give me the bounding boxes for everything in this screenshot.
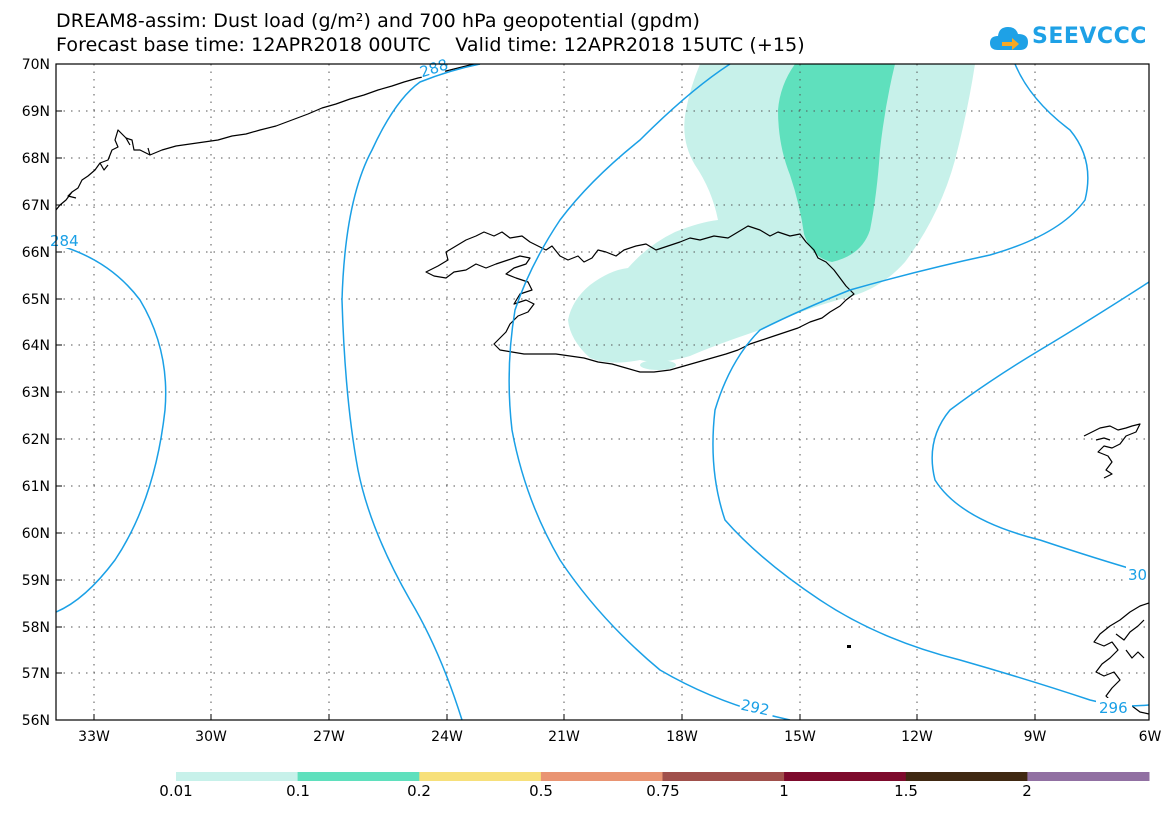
colorbar-label: 1.5 [894,782,918,800]
contour-288 [341,64,481,720]
lat-label: 65N [22,292,50,308]
lon-label: 18W [666,729,698,745]
lat-label: 61N [22,479,50,495]
colorbar-label: 1 [779,782,789,800]
lat-label: 62N [22,432,50,448]
contour-296 [712,64,1149,707]
colorbar-swatch [784,772,907,781]
lat-label: 66N [22,245,50,261]
contour-284-west [56,244,167,613]
lat-label: 58N [22,620,50,636]
greenland-fjords [67,137,151,199]
lon-label: 21W [548,729,580,745]
lat-label: 56N [22,713,50,729]
contour-292 [508,64,791,720]
lon-label: 9W [1024,729,1047,745]
lon-label: 30W [195,729,227,745]
lon-label: 27W [313,729,345,745]
colorbar-swatch [540,772,663,781]
cloud-arrow-icon [990,27,1028,50]
faroe-islands [1083,423,1141,479]
contour-label-292: 292 [739,696,771,720]
lat-label: 69N [22,104,50,120]
dust-area-mid [778,64,895,262]
lon-label: 6W [1139,729,1162,745]
lat-label: 70N [22,57,50,73]
map-frame [55,63,1150,721]
lon-label: 12W [901,729,933,745]
colorbar-swatch [176,772,299,781]
colorbar-swatch [662,772,785,781]
geopotential-contours [56,64,1149,720]
lat-label: 60N [22,526,50,542]
longitude-labels: 33W 30W 27W 24W 21W 18W 15W 12W 9W 6W [78,729,1161,745]
map-title-line-1: DREAM8-assim: Dust load (g/m²) and 700 h… [56,10,701,32]
greenland-coast [56,64,481,211]
lat-label: 64N [22,338,50,354]
dust-area-small [640,360,676,370]
contour-300 [931,281,1149,575]
map-title-line-2: Forecast base time: 12APR2018 00UTC Vali… [56,34,805,56]
colorbar-swatch [297,772,420,781]
gridlines [56,64,1149,720]
contour-label-284: 284 [50,232,79,250]
lat-label: 59N [22,573,50,589]
coastlines [56,64,1149,715]
logo-text: SEEVCCC [1032,24,1147,49]
dust-load-shading [568,64,975,370]
lon-label: 15W [784,729,816,745]
contour-labels: 288 284 292 296 30 [50,55,1149,719]
contour-label-300: 30 [1128,566,1147,584]
colorbar-label: 0.2 [407,782,431,800]
lon-label: 24W [431,729,463,745]
colorbar-label: 2 [1022,782,1032,800]
contour-label-296: 296 [1099,699,1128,717]
dust-area-low [568,64,975,363]
colorbar-label: 0.1 [286,782,310,800]
axis-ticks [56,63,1036,721]
latitude-labels: 70N 69N 68N 67N 66N 65N 64N 63N 62N 61N … [22,57,50,729]
colorbar [176,772,1150,781]
lat-label: 63N [22,385,50,401]
colorbar-label: 0.75 [646,782,680,800]
lat-label: 57N [22,666,50,682]
colorbar-swatch [1027,772,1150,781]
lon-label: 33W [78,729,110,745]
seevccc-logo: SEEVCCC [988,18,1168,60]
colorbar-label: 0.5 [529,782,553,800]
colorbar-swatch [419,772,542,781]
colorbar-swatch [905,772,1028,781]
lat-label: 67N [22,198,50,214]
iceland-coast [425,225,855,373]
scotland-coast [1093,602,1149,715]
lat-label: 68N [22,151,50,167]
colorbar-label: 0.01 [159,782,193,800]
contour-label-288: 288 [417,55,450,81]
